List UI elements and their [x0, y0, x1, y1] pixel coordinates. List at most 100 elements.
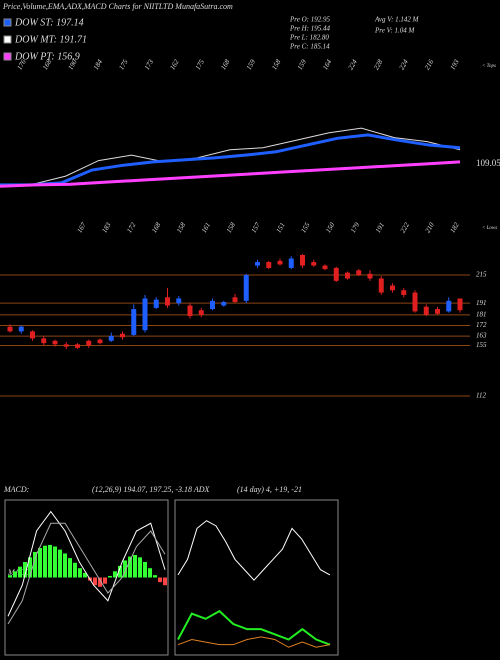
adx-line	[177, 520, 331, 581]
candle-body	[288, 258, 294, 268]
candle-body	[75, 344, 80, 348]
legend-label: DOW MT: 191.71	[14, 34, 87, 45]
candle-body	[277, 260, 283, 265]
macd-bar	[73, 562, 77, 578]
candle-body	[221, 302, 227, 306]
candle-body	[255, 262, 260, 266]
macd-bar	[63, 553, 67, 578]
ema-line	[0, 127, 461, 187]
candle-body	[390, 285, 395, 291]
top-label: 162	[168, 58, 180, 72]
level-label: 215	[476, 271, 487, 279]
candle-body	[423, 306, 429, 315]
macd-bar	[58, 549, 62, 578]
prev-info: Pre L: 182.80	[289, 34, 329, 42]
tops-note: < Tops	[482, 64, 496, 69]
level-label: 191	[476, 299, 487, 307]
low-label: 161	[200, 221, 212, 234]
macd-bar	[68, 558, 72, 578]
macd-params: (12,26,9) 194.07, 197.25, -3.18 ADX	[92, 485, 211, 494]
candle-body	[198, 310, 204, 315]
top-label: 175	[194, 58, 206, 72]
candle-body	[333, 267, 339, 281]
prev-info: Pre O: 192.95	[289, 16, 330, 24]
candle-body	[345, 272, 350, 279]
low-label: 158	[175, 221, 187, 235]
candle-body	[266, 262, 272, 268]
adx-line	[177, 636, 331, 648]
macd-bar	[53, 546, 57, 578]
legend-swatch	[3, 35, 12, 44]
candle-body	[165, 297, 170, 306]
prev-info: Pre C: 185.14	[289, 43, 330, 51]
top-label: 224	[347, 58, 359, 72]
macd-bar	[123, 560, 127, 578]
top-label: 159	[296, 58, 308, 72]
low-label: 210	[424, 221, 436, 235]
low-label: 222	[399, 221, 411, 235]
macd-line	[7, 510, 166, 617]
candle-body	[401, 290, 407, 295]
ema-value-label: 109.05	[476, 158, 500, 168]
macd-bar	[153, 575, 157, 578]
macd-bar	[23, 562, 27, 578]
level-label: 163	[476, 332, 487, 340]
candle-body	[86, 340, 92, 346]
top-label: 216	[423, 58, 435, 72]
candle-body	[412, 292, 418, 312]
candle-body	[210, 300, 215, 310]
candle-body	[18, 326, 24, 332]
low-label: 168	[150, 221, 162, 235]
adx-panel	[174, 499, 339, 656]
macd-bar	[78, 568, 82, 578]
macd-bar	[143, 562, 147, 578]
volume-info: Pre V: 1.04 M	[374, 27, 415, 35]
ema-line	[0, 160, 461, 188]
candle-body	[41, 338, 47, 344]
candle-body	[120, 333, 125, 338]
level-label: 181	[476, 311, 487, 319]
candle-body	[7, 326, 13, 332]
macd-bar	[98, 577, 102, 587]
low-label: 158	[225, 221, 237, 235]
macd-bar	[18, 566, 22, 578]
top-label: 175	[117, 58, 129, 72]
top-label: 228	[372, 58, 384, 72]
candle-body	[30, 331, 35, 339]
macd-bar	[48, 544, 52, 578]
candle-body	[300, 255, 305, 266]
candle-body	[367, 273, 373, 279]
macd-bar	[108, 575, 112, 578]
candle-body	[457, 298, 463, 311]
macd-line	[7, 522, 166, 625]
macd-bar	[8, 575, 12, 578]
macd-bar	[38, 548, 42, 578]
macd-bar	[43, 545, 47, 578]
adx-params: (14 day) 4, +19, -21	[237, 485, 302, 494]
macd-bar	[83, 572, 87, 578]
macd-bar	[118, 565, 122, 578]
low-label: 150	[324, 221, 336, 235]
candle-body	[356, 270, 362, 275]
macd-bar	[158, 577, 162, 583]
top-label: 184	[92, 58, 104, 72]
level-label: 172	[476, 321, 487, 329]
low-label: 183	[100, 221, 112, 235]
candle-body	[176, 298, 182, 304]
top-label: 173	[143, 58, 155, 72]
low-label: 155	[299, 221, 311, 235]
macd-bar	[163, 577, 167, 586]
top-label: 159	[245, 58, 257, 72]
low-label: 191	[374, 221, 386, 234]
prev-info: Pre H: 195.44	[289, 25, 330, 33]
macd-bar	[93, 577, 97, 586]
top-label: 164	[321, 58, 333, 72]
low-label: 182	[449, 221, 461, 235]
level-label: 155	[476, 341, 487, 349]
low-label: 167	[76, 221, 88, 235]
top-label: 168	[219, 58, 231, 72]
macd-bar	[13, 571, 17, 578]
candle-body	[187, 305, 193, 317]
chart-title: Price,Volume,EMA,ADX,MACD Charts for NII…	[2, 2, 233, 11]
